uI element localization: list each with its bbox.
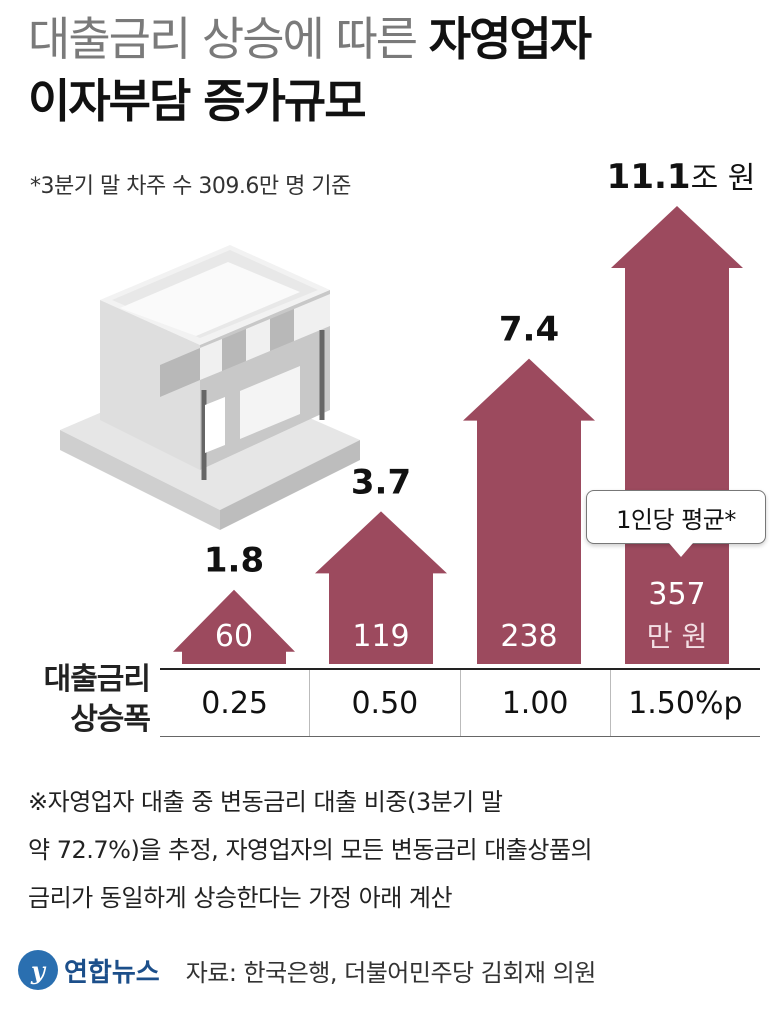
title-line1-light: 대출금리 상승에 따른 (28, 12, 429, 66)
bar-chart: 1.8 60 3.7 119 7.4 238 11.1조 원 357 만 원 (60, 157, 755, 664)
bar-arrow-1 (315, 511, 447, 664)
value-label-0: 1.8 (204, 541, 264, 581)
bar-arrow-2 (463, 358, 595, 664)
footnote: ※자영업자 대출 중 변동금리 대출 비중(3분기 말 약 72.7%)을 추정… (28, 778, 758, 922)
table-row-label: 대출금리 상승폭 (18, 660, 151, 740)
table-cell: 0.50 (310, 670, 461, 736)
value-label-3: 11.1조 원 (607, 157, 756, 197)
footnote-line: 금리가 동일하게 상승한다는 가정 아래 계산 (28, 884, 453, 912)
value-unit: 조 원 (691, 161, 756, 196)
value-label-2: 7.4 (499, 310, 559, 350)
chart-subtitle: *3분기 말 차주 수 309.6만 명 기준 (30, 174, 351, 199)
rate-increase-table: 0.25 0.50 1.00 1.50%p (160, 668, 760, 737)
title-line2: 이자부담 증가규모 (28, 74, 367, 128)
shop-building-icon (60, 245, 360, 530)
yonhap-logo-icon: y (18, 950, 58, 990)
bar-arrow-0 (173, 589, 295, 664)
row-label-line1: 대출금리 (43, 662, 151, 697)
title-line1-bold: 자영업자 (428, 12, 592, 66)
chart-title: 대출금리 상승에 따른 자영업자 이자부담 증가규모 (28, 8, 592, 132)
bar-arrow-3 (611, 206, 743, 664)
per-person-label-3: 357 (648, 577, 705, 612)
per-person-label-2: 238 (500, 619, 557, 654)
bars-group: 1.8 60 3.7 119 7.4 238 11.1조 원 357 만 원 (173, 157, 755, 664)
footer: y 연합뉴스 자료: 한국은행, 더불어민주당 김회재 의원 (18, 942, 596, 998)
footnote-line: ※자영업자 대출 중 변동금리 대출 비중(3분기 말 (28, 788, 503, 816)
per-person-label-0: 60 (215, 619, 253, 654)
table-cell: 0.25 (160, 670, 311, 736)
per-person-label-1: 119 (352, 619, 409, 654)
value-label-1: 3.7 (351, 462, 411, 502)
table-cell: 1.00 (461, 670, 611, 736)
per-person-average-callout: 1인당 평균* (586, 490, 766, 557)
source-credit: 자료: 한국은행, 더불어민주당 김회재 의원 (185, 958, 597, 987)
logo-text: 연합뉴스 (64, 957, 160, 988)
per-person-unit: 만 원 (647, 620, 707, 653)
row-label-line2: 상승폭 (70, 702, 151, 737)
table-cell: 1.50%p (628, 685, 743, 721)
footnote-line: 약 72.7%)을 추정, 자영업자의 모든 변동금리 대출상품의 (28, 836, 593, 864)
